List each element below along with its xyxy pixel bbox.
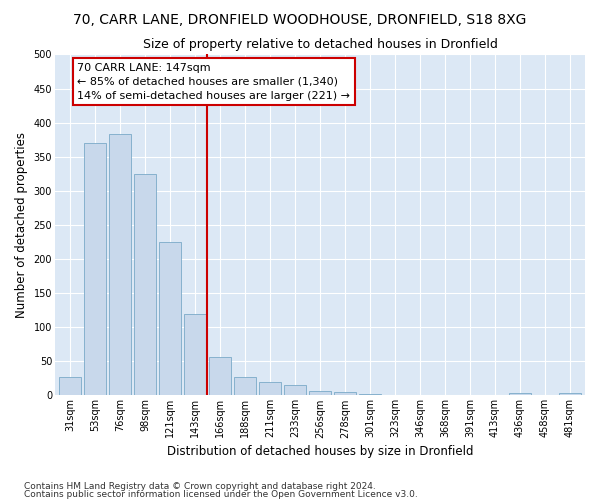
Bar: [509, 394, 530, 396]
Bar: [85, 143, 106, 396]
Bar: [310, 390, 331, 396]
Bar: [409, 394, 431, 396]
Y-axis label: Number of detached properties: Number of detached properties: [15, 132, 28, 318]
Text: 70 CARR LANE: 147sqm
← 85% of detached houses are smaller (1,340)
14% of semi-de: 70 CARR LANE: 147sqm ← 85% of detached h…: [77, 62, 350, 100]
Text: 70, CARR LANE, DRONFIELD WOODHOUSE, DRONFIELD, S18 8XG: 70, CARR LANE, DRONFIELD WOODHOUSE, DRON…: [73, 12, 527, 26]
Text: Contains public sector information licensed under the Open Government Licence v3: Contains public sector information licen…: [24, 490, 418, 499]
Bar: [59, 377, 80, 396]
Bar: [284, 385, 305, 396]
Bar: [209, 356, 230, 396]
Bar: [109, 134, 131, 396]
Bar: [559, 394, 581, 396]
Bar: [334, 392, 356, 396]
Bar: [235, 377, 256, 396]
Bar: [259, 382, 281, 396]
Bar: [134, 174, 155, 396]
Bar: [385, 394, 406, 396]
X-axis label: Distribution of detached houses by size in Dronfield: Distribution of detached houses by size …: [167, 444, 473, 458]
Bar: [184, 314, 206, 396]
Bar: [359, 394, 380, 396]
Bar: [160, 242, 181, 396]
Title: Size of property relative to detached houses in Dronfield: Size of property relative to detached ho…: [143, 38, 497, 51]
Text: Contains HM Land Registry data © Crown copyright and database right 2024.: Contains HM Land Registry data © Crown c…: [24, 482, 376, 491]
